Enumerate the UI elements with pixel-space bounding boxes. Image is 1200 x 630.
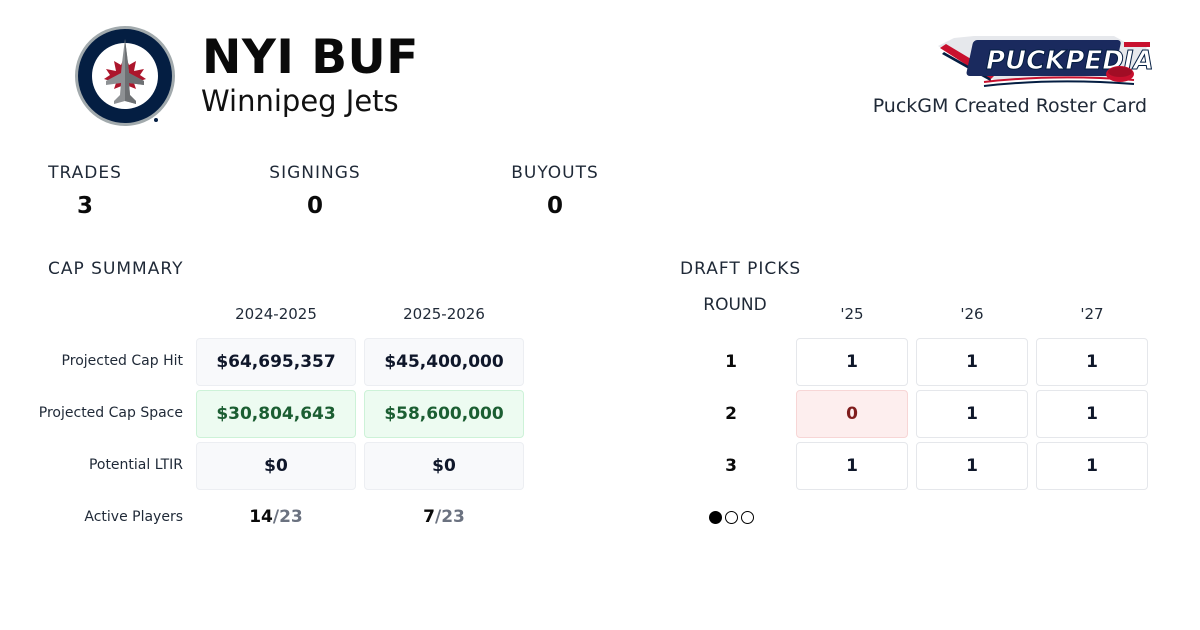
pick-cell: 1: [796, 338, 908, 386]
puckpedia-logo-icon: PUCKPEDIA: [938, 36, 1154, 87]
active-max: /23: [272, 507, 303, 527]
active-max: /23: [434, 507, 465, 527]
pick-cell-missing: 0: [796, 390, 908, 438]
page-dot-1[interactable]: [709, 511, 722, 524]
brand-caption: PuckGM Created Roster Card: [872, 95, 1147, 117]
stat-trades: TRADES 3: [48, 163, 122, 219]
cap-space-cell: $58,600,000: [364, 390, 524, 438]
cap-space-cell: $30,804,643: [196, 390, 356, 438]
cap-hit-cell: $45,400,000: [364, 338, 524, 386]
puckpedia-logo: PUCKPEDIA: [934, 28, 1154, 92]
year-header: '25: [840, 305, 864, 323]
season-header: 2025-2026: [403, 305, 485, 323]
page-dot-3[interactable]: [741, 511, 754, 524]
row-label-cap-space: Projected Cap Space: [38, 405, 183, 421]
draft-picks-title: DRAFT PICKS: [680, 259, 802, 279]
pagination-dots: [709, 511, 754, 524]
cap-hit-cell: $64,695,357: [196, 338, 356, 386]
pick-cell: 1: [916, 390, 1028, 438]
year-header: '27: [1080, 305, 1104, 323]
team-code: NYI BUF: [202, 30, 419, 85]
team-name: Winnipeg Jets: [201, 84, 399, 118]
page-dot-2[interactable]: [725, 511, 738, 524]
pick-cell: 1: [796, 442, 908, 490]
active-count: 7: [423, 507, 435, 527]
year-header: '26: [960, 305, 984, 323]
team-logo: [74, 25, 176, 127]
stat-label: TRADES: [48, 163, 122, 183]
stat-label: BUYOUTS: [511, 163, 599, 183]
pick-cell: 1: [1036, 338, 1148, 386]
winnipeg-jets-logo-icon: [75, 26, 175, 126]
row-label-ltir: Potential LTIR: [88, 457, 183, 473]
active-count: 14: [249, 507, 273, 527]
cap-summary-title: CAP SUMMARY: [48, 259, 184, 279]
round-number: 2: [725, 404, 737, 424]
stat-value: 3: [76, 193, 93, 219]
pick-cell: 1: [1036, 442, 1148, 490]
round-number: 3: [725, 456, 737, 476]
stat-value: 0: [306, 193, 323, 219]
pick-cell: 1: [1036, 390, 1148, 438]
round-number: 1: [725, 352, 737, 372]
stat-buyouts: BUYOUTS 0: [509, 163, 601, 219]
stat-signings: SIGNINGS 0: [268, 163, 362, 219]
ltir-cell: $0: [196, 442, 356, 490]
active-players-value: 7/23: [364, 507, 524, 527]
row-label-cap-hit: Projected Cap Hit: [61, 353, 183, 369]
stat-label: SIGNINGS: [269, 163, 361, 183]
round-header: ROUND: [703, 295, 767, 315]
pick-cell: 1: [916, 442, 1028, 490]
stat-value: 0: [546, 193, 563, 219]
active-players-value: 14/23: [196, 507, 356, 527]
season-header: 2024-2025: [235, 305, 317, 323]
pick-cell: 1: [916, 338, 1028, 386]
ltir-cell: $0: [364, 442, 524, 490]
row-label-active-players: Active Players: [84, 509, 183, 525]
